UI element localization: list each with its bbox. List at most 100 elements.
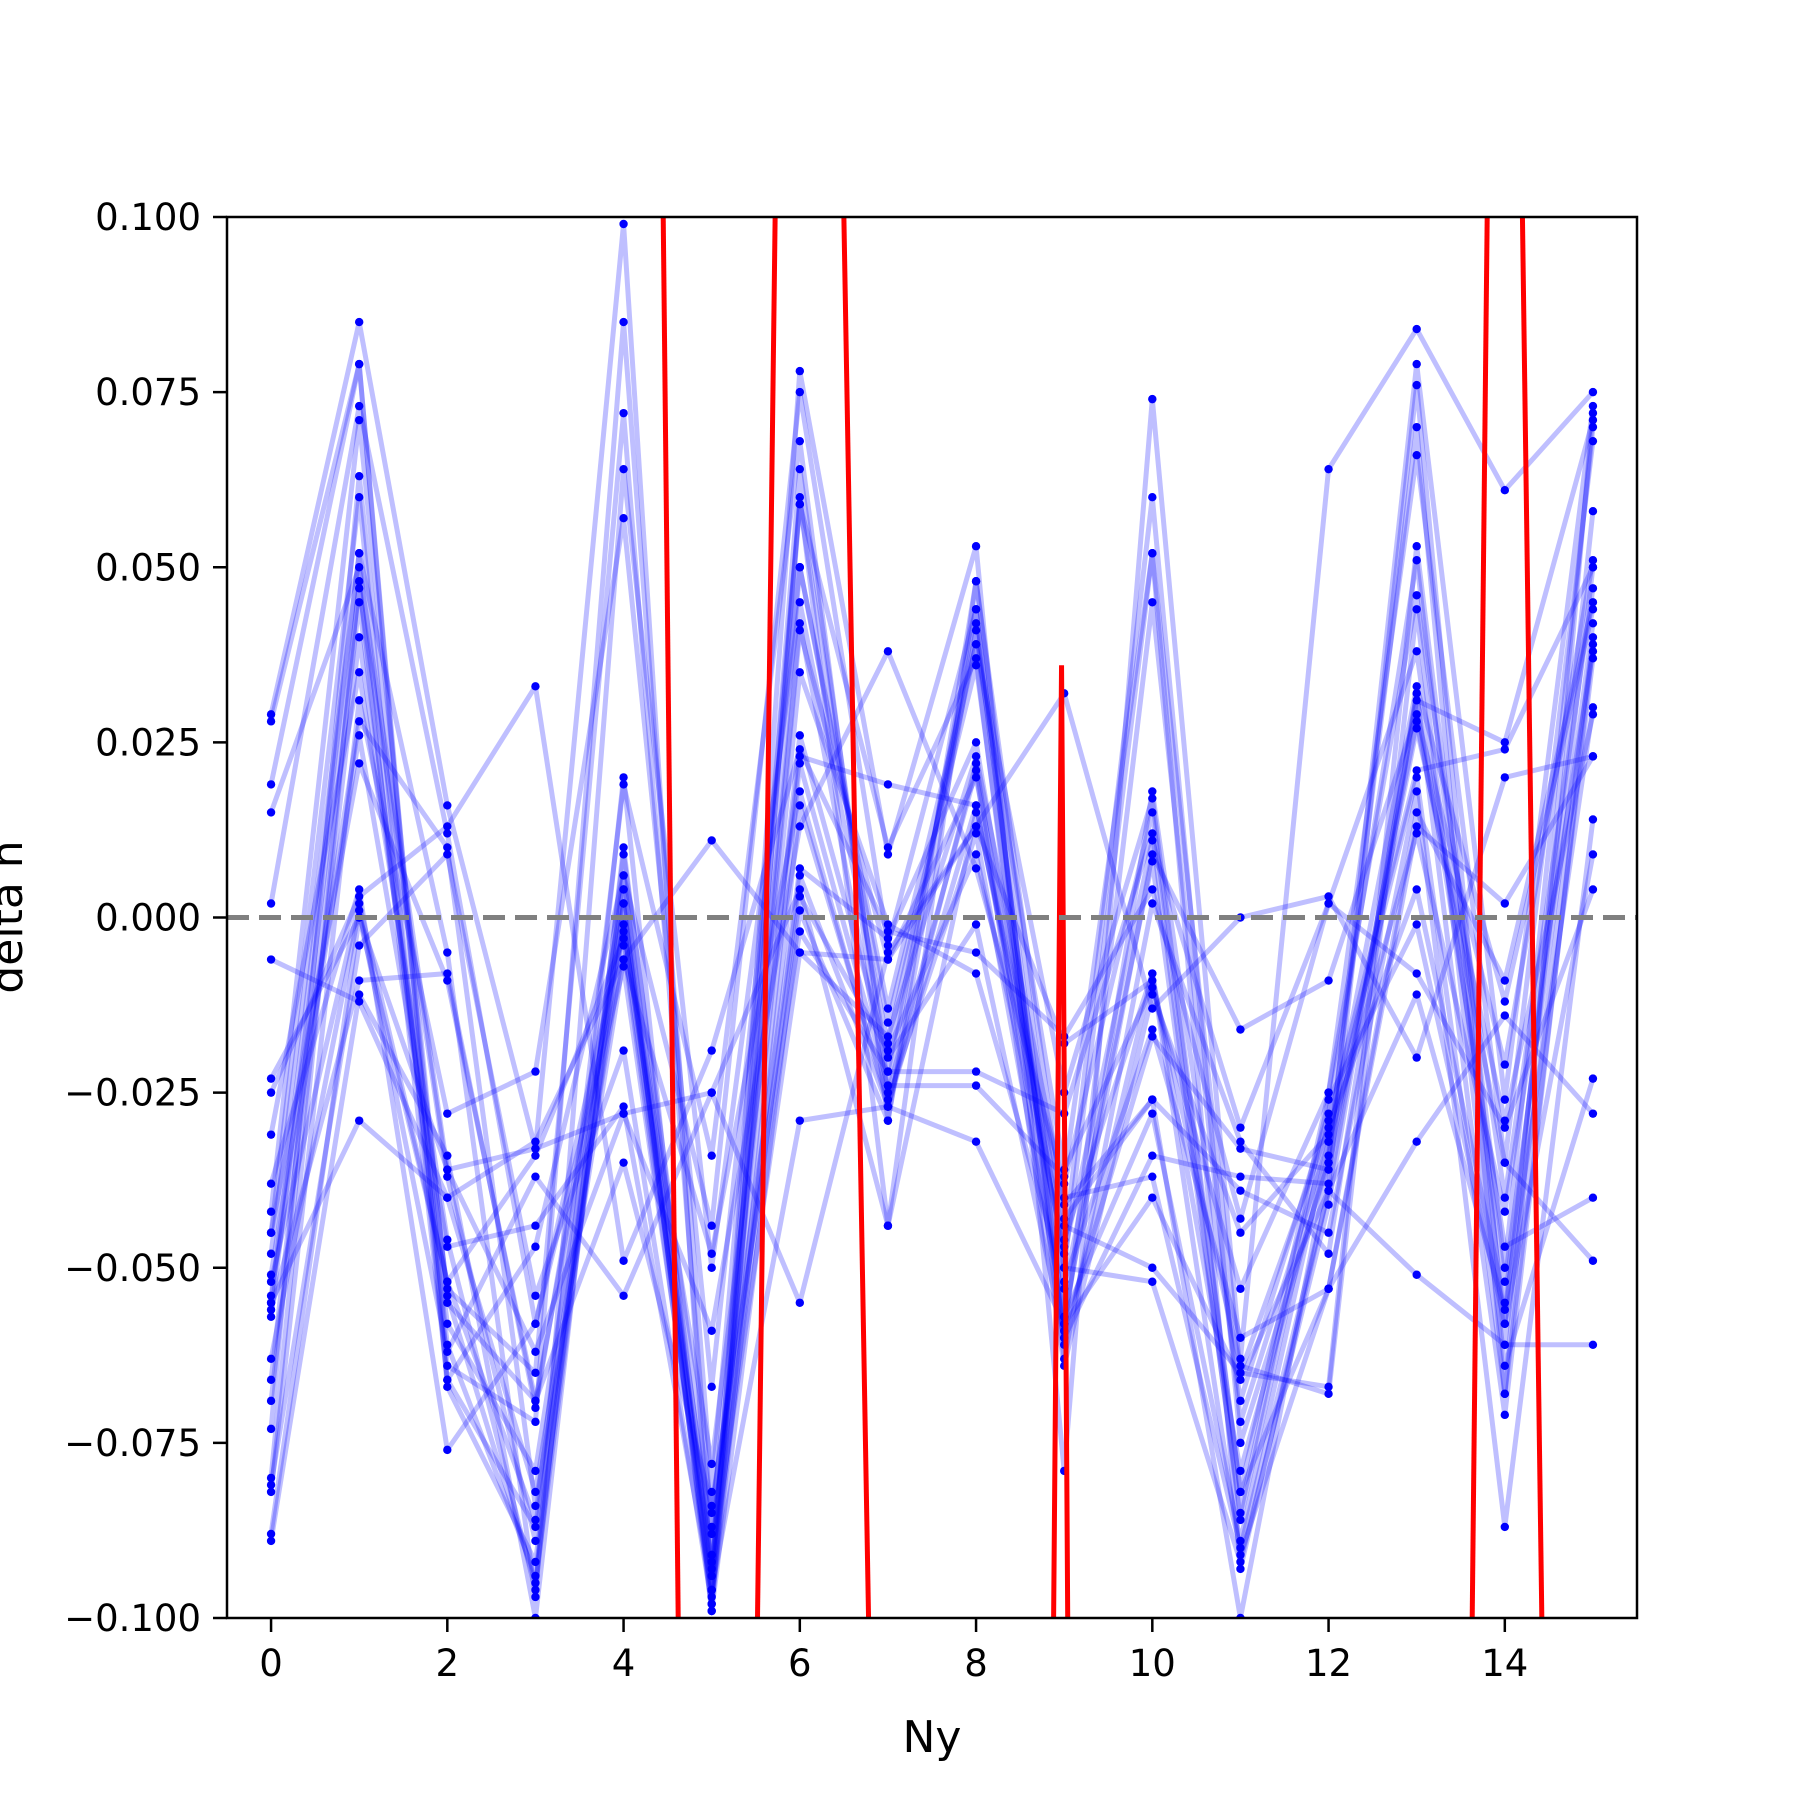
series-8-point-10: [1148, 850, 1157, 859]
series-13-point-8: [971, 948, 981, 957]
series-9-point-3: [531, 1347, 540, 1357]
series-5-point-13: [1412, 647, 1421, 656]
series-24-point-12: [1324, 1389, 1333, 1399]
series-14-point-14: [1500, 773, 1510, 782]
series-27-point-11: [1236, 1375, 1245, 1385]
series-1-point-14: [1500, 485, 1510, 495]
series-9-point-7: [883, 647, 893, 656]
series-23-point-0: [266, 1473, 276, 1483]
x-tick-label-0: 0: [259, 1642, 283, 1685]
series-3-point-5: [707, 1487, 716, 1497]
series-22-point-7: [883, 955, 893, 964]
series-24-point-8: [971, 822, 981, 831]
x-axis: 0 2 4 6 8 10 12 14: [259, 1618, 1528, 1685]
series-1-point-1: [354, 317, 364, 327]
series-8-point-2: [443, 1109, 452, 1118]
series-8-point-1: [354, 696, 364, 705]
series-16-point-8: [971, 850, 981, 859]
y-tick-label-3: −0.025: [64, 1072, 201, 1115]
series-5-point-7: [883, 780, 893, 789]
series-5-point-2: [443, 829, 452, 838]
series-26-point-2: [443, 1319, 452, 1328]
series-2-point-5: [707, 1151, 716, 1160]
series-1-point-11: [1236, 1354, 1245, 1364]
series-1-point-13: [1412, 324, 1421, 334]
series-24-point-7: [883, 948, 893, 957]
series-2-point-4: [619, 780, 628, 789]
series-7-point-7: [883, 1088, 893, 1097]
series-21-point-7: [883, 1032, 893, 1041]
series-14-point-12: [1324, 892, 1333, 901]
series-16-point-1: [354, 415, 364, 425]
series-5-point-15: [1588, 619, 1598, 628]
series-26-point-12: [1324, 1158, 1333, 1167]
series-26-point-5: [707, 1599, 716, 1609]
series-25-point-6: [795, 864, 805, 873]
series-21-point-13: [1412, 990, 1421, 999]
series-27-point-7: [883, 1102, 893, 1111]
series-25-point-4: [619, 850, 628, 859]
series-11-point-15: [1588, 654, 1598, 663]
series-line-21: [268, 706, 1596, 1565]
series-7-point-0: [266, 1396, 276, 1406]
series-30-point-4: [619, 885, 628, 894]
x-tick-label-8: 8: [964, 1642, 988, 1685]
series-10-point-8: [971, 759, 981, 768]
series-21-point-2: [443, 1277, 452, 1286]
series-16-point-2: [443, 1298, 452, 1307]
series-15-point-0: [266, 717, 276, 726]
series-line-22: [268, 566, 1596, 1572]
series-21-point-14: [1500, 1305, 1510, 1314]
x-tick-label-6: 6: [788, 1642, 812, 1685]
series-18-point-6: [795, 871, 805, 880]
series-21-point-10: [1148, 1172, 1157, 1181]
series-28-point-6: [795, 927, 805, 936]
series-27-point-4: [619, 941, 628, 950]
series-25-point-13: [1412, 689, 1421, 698]
series-23-point-3: [531, 1522, 540, 1532]
series-2-point-15: [1588, 422, 1598, 432]
series-19-point-0: [266, 1480, 276, 1490]
series-13-point-14: [1500, 1123, 1510, 1132]
series-23-point-7: [883, 920, 893, 929]
series-22-point-1: [354, 584, 364, 593]
series-21-point-4: [619, 934, 628, 943]
series-7-point-3: [531, 1368, 540, 1378]
series-22-point-0: [266, 1312, 276, 1321]
series-7-point-11: [1236, 1228, 1245, 1237]
series-1-point-8: [971, 542, 981, 551]
series-14-point-4: [619, 955, 628, 964]
series-25-point-8: [971, 738, 981, 747]
series-27-point-1: [354, 1116, 364, 1125]
series-29-point-6: [795, 563, 805, 572]
series-6-point-11: [1236, 1172, 1245, 1181]
series-17-point-6: [795, 731, 805, 740]
series-18-point-1: [354, 885, 364, 894]
series-4-point-14: [1500, 1193, 1510, 1202]
series-17-point-8: [971, 920, 981, 929]
mean-line-segment-1: [660, 217, 681, 1618]
series-17-point-13: [1412, 682, 1421, 691]
series-8-point-4: [619, 514, 628, 523]
y-axis-title: delta n: [0, 840, 33, 993]
series-20-point-14: [1500, 1319, 1510, 1328]
x-tick-label-12: 12: [1305, 1642, 1352, 1685]
series-line-26: [268, 494, 1595, 1618]
series-line-13: [268, 683, 1596, 1264]
series-19-point-13: [1412, 829, 1421, 838]
series-18-point-8: [971, 801, 981, 810]
y-tick-label-0: −0.100: [64, 1597, 201, 1640]
series-26-point-10: [1148, 1095, 1157, 1104]
series-line-14: [269, 690, 1594, 1201]
series-17-point-14: [1500, 997, 1510, 1006]
series-20-point-2: [443, 969, 452, 978]
series-29-point-8: [971, 640, 981, 649]
series-15-point-15: [1588, 415, 1598, 425]
series-24-point-3: [531, 1144, 540, 1153]
series-16-point-11: [1236, 1438, 1245, 1448]
series-22-point-8: [971, 773, 981, 782]
series-14-point-5: [707, 836, 716, 845]
series-21-point-6: [795, 948, 805, 957]
y-tick-label-6: 0.050: [95, 546, 201, 589]
series-13-point-4: [619, 1256, 628, 1265]
